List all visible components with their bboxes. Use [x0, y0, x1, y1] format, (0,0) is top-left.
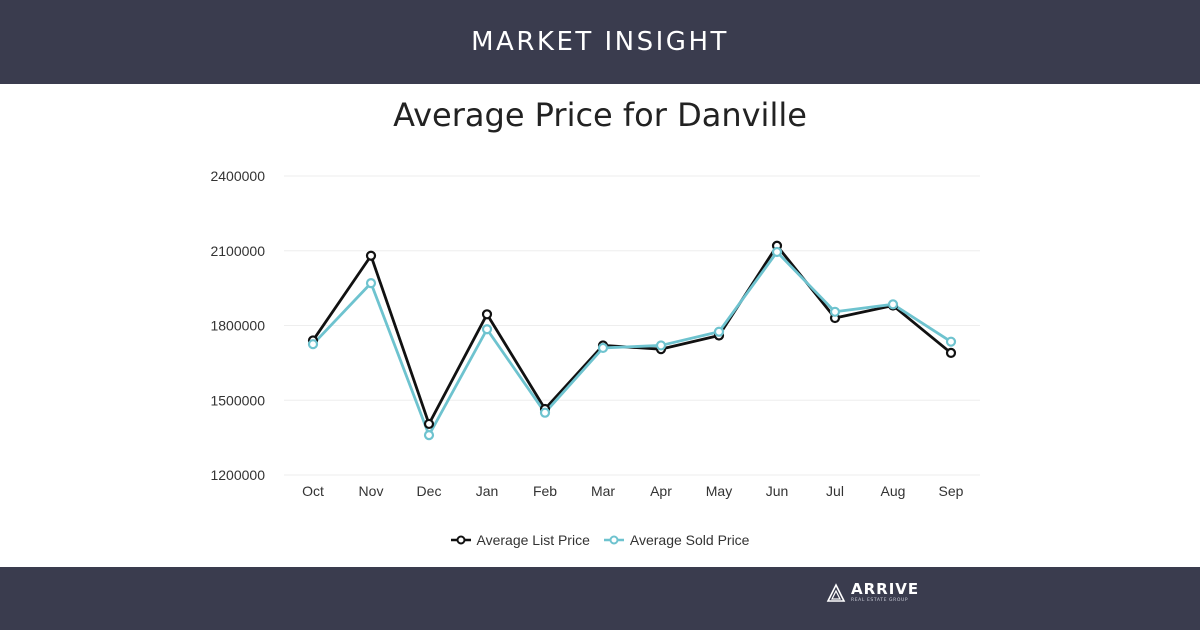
x-tick-label: Jul: [826, 483, 844, 499]
header-band: MARKET INSIGHT: [0, 0, 1200, 84]
y-tick-label: 2100000: [210, 243, 265, 259]
x-tick-label: Dec: [417, 483, 442, 499]
y-tick-label: 1800000: [210, 318, 265, 334]
triangle-logo-icon: [826, 583, 846, 602]
x-tick-label: Nov: [359, 483, 384, 499]
chart-legend: Average List Price Average Sold Price: [0, 532, 1200, 548]
brand-logo[interactable]: ARRIVE REAL ESTATE GROUP: [826, 580, 936, 606]
brand-name: ARRIVE: [851, 580, 920, 599]
sold-point: [945, 336, 957, 347]
x-tick-label: Sep: [939, 483, 964, 499]
x-tick-label: Apr: [650, 483, 672, 499]
legend-swatch-sold-icon: [603, 535, 624, 545]
legend-label-sold: Average Sold Price: [629, 532, 750, 548]
line-chart: 1200000 1500000 1800000 2100000 2400000 Oct No…: [210, 168, 980, 499]
footer-band: [0, 567, 1200, 630]
y-tick-label: 1200000: [210, 467, 265, 483]
chart-title: Average Price for Danville: [393, 96, 807, 134]
x-tick-label: Jun: [766, 483, 789, 499]
x-tick-label: Aug: [881, 483, 906, 499]
sold-point: [481, 324, 493, 335]
x-tick-label: Jan: [476, 483, 499, 499]
sold-point: [771, 246, 783, 258]
x-tick-label: May: [706, 483, 732, 499]
y-tick-label: 2400000: [210, 168, 265, 184]
brand-tagline: REAL ESTATE GROUP: [851, 598, 909, 604]
series-line-list: [311, 244, 953, 426]
sold-point: [423, 430, 435, 441]
sold-point: [655, 340, 667, 351]
list-point: [365, 250, 377, 261]
x-tick-label: Oct: [302, 483, 324, 499]
sold-point: [887, 299, 899, 310]
legend-item-list[interactable]: Average List Price: [450, 532, 590, 548]
list-point: [945, 347, 957, 359]
sold-point: [829, 306, 841, 317]
sold-point: [713, 326, 725, 337]
series-line-sold: [311, 250, 953, 437]
sold-point: [307, 339, 319, 350]
list-point: [481, 309, 493, 320]
y-tick-label: 1500000: [210, 392, 265, 408]
list-point: [423, 418, 435, 430]
sold-point: [539, 407, 551, 418]
x-tick-label: Mar: [591, 483, 615, 499]
legend-item-sold[interactable]: Average Sold Price: [603, 532, 750, 548]
banner-title: MARKET INSIGHT: [471, 27, 729, 57]
sold-point: [365, 278, 377, 289]
legend-label-list: Average List Price: [476, 532, 590, 548]
legend-swatch-list-icon: [450, 535, 471, 545]
x-tick-label: Feb: [533, 483, 557, 499]
sold-point: [597, 342, 609, 354]
